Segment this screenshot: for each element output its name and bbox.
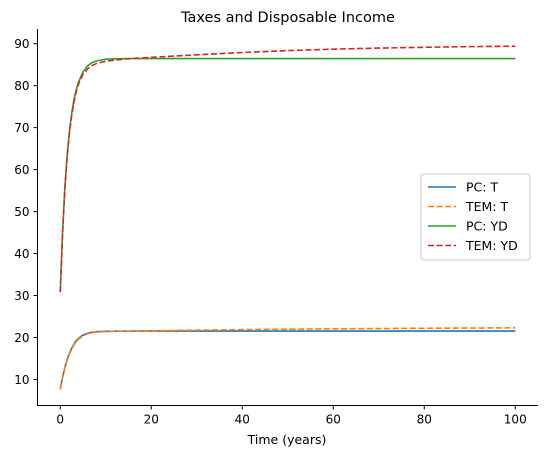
legend-label-3: PC: YD: [466, 219, 508, 234]
x-axis-label: Time (years): [247, 432, 327, 447]
y-tick-label: 50: [14, 205, 29, 219]
x-tick-label: 80: [417, 413, 432, 427]
x-tick-label: 0: [56, 413, 64, 427]
x-tick-label: 40: [235, 413, 250, 427]
legend: PC: T TEM: T PC: YD TEM: YD: [420, 173, 531, 261]
y-tick-label: 70: [14, 121, 29, 135]
series-line-2: [59, 327, 516, 390]
y-tick-label: 90: [14, 37, 29, 51]
legend-label-2: TEM: T: [465, 199, 509, 214]
series-line-4: [59, 45, 516, 293]
y-ticks: 10 20 30 40 50 60 70 80 90: [14, 37, 38, 387]
y-tick-label: 10: [14, 373, 29, 387]
x-tick-label: 60: [326, 413, 341, 427]
legend-label-1: PC: T: [466, 180, 498, 195]
x-tick-label: 100: [504, 413, 527, 427]
y-tick-label: 80: [14, 79, 29, 93]
legend-frame: [420, 173, 531, 261]
series-line-1: [59, 330, 516, 390]
y-tick-label: 60: [14, 163, 29, 177]
y-tick-label: 20: [14, 331, 29, 345]
y-tick-label: 40: [14, 247, 29, 261]
x-tick-label: 20: [144, 413, 159, 427]
chart-title: Taxes and Disposable Income: [180, 10, 395, 26]
y-tick-label: 30: [14, 289, 29, 303]
legend-entries: PC: T TEM: T PC: YD TEM: YD: [428, 180, 518, 253]
series-layer: [59, 45, 516, 390]
legend-label-4: TEM: YD: [465, 238, 518, 253]
x-ticks: 0 20 40 60 80 100: [56, 405, 527, 427]
